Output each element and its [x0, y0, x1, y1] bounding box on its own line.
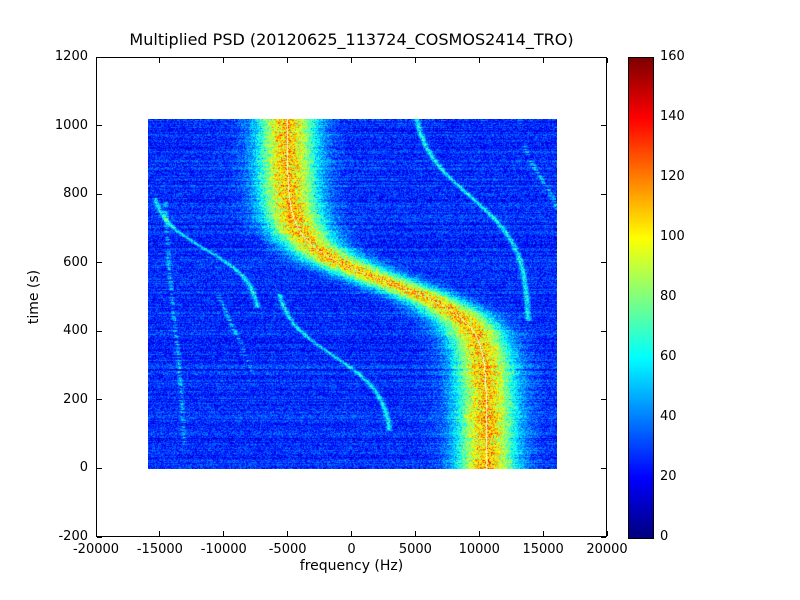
x-tickmark-bottom — [351, 531, 352, 536]
y-tickmark-left — [97, 193, 102, 195]
colorbar-tick-label: 160 — [660, 49, 685, 64]
colorbar-gradient — [629, 58, 653, 538]
colorbar-tick-label: 0 — [660, 529, 669, 544]
x-tickmark-top — [606, 58, 608, 63]
x-tick-label: -20000 — [72, 542, 120, 557]
colorbar-tick-label: 120 — [660, 169, 685, 184]
x-tickmark-bottom — [287, 531, 289, 536]
y-tickmark-right — [601, 536, 606, 538]
x-tick-label: -5000 — [268, 542, 307, 557]
y-tick-label: -200 — [58, 529, 88, 544]
x-tickmark-top — [351, 58, 352, 63]
y-tickmark-right — [601, 399, 606, 401]
colorbar-tick-label: 40 — [660, 409, 677, 424]
x-tickmark-bottom — [542, 531, 544, 536]
y-tickmark-right — [601, 330, 606, 332]
y-tick-label: 600 — [63, 254, 88, 270]
y-tickmark-left — [97, 536, 102, 538]
x-tickmark-top — [223, 58, 225, 63]
y-tick-label: 200 — [63, 391, 88, 407]
colorbar-tick-label: 140 — [660, 109, 685, 124]
y-tickmark-right — [601, 193, 606, 195]
y-tick-label: 400 — [63, 323, 88, 339]
colorbar-tick-label: 100 — [660, 229, 685, 244]
x-tickmark-top — [159, 58, 161, 63]
y-axis-label: time (s) — [26, 269, 42, 325]
y-tickmark-right — [601, 125, 606, 127]
x-tick-label: 5000 — [398, 542, 432, 557]
x-tickmark-bottom — [223, 531, 225, 536]
x-tickmark-bottom — [606, 531, 608, 536]
y-tickmark-left — [97, 262, 102, 264]
x-tick-label: 0 — [347, 542, 356, 557]
colorbar-tick-label: 60 — [660, 349, 677, 364]
plot-title: Multiplied PSD (20120625_113724_COSMOS24… — [129, 30, 574, 49]
y-tickmark-right — [601, 56, 606, 58]
x-tick-label: -10000 — [200, 542, 247, 557]
y-tickmark-right — [601, 467, 606, 469]
colorbar-tick-label: 20 — [660, 469, 677, 484]
y-tickmark-left — [97, 399, 102, 401]
x-tick-label: -15000 — [136, 542, 183, 557]
plot-area — [96, 57, 607, 537]
x-tickmark-bottom — [478, 531, 480, 536]
x-tickmark-bottom — [95, 531, 97, 536]
psd-heatmap-image — [148, 119, 557, 469]
x-tickmark-bottom — [159, 531, 161, 536]
y-tick-label: 800 — [63, 186, 88, 202]
y-tickmark-right — [601, 262, 606, 264]
x-tick-label: 20000 — [586, 542, 628, 557]
colorbar — [628, 57, 654, 539]
colorbar-tick-label: 80 — [660, 289, 677, 304]
x-tickmark-top — [542, 58, 544, 63]
x-tickmark-top — [95, 58, 97, 63]
x-tick-label: 10000 — [458, 542, 500, 557]
x-tickmark-bottom — [414, 531, 416, 536]
y-tickmark-left — [97, 125, 102, 127]
y-tick-label: 0 — [79, 460, 88, 476]
y-tickmark-left — [97, 467, 102, 469]
y-tickmark-left — [97, 330, 102, 332]
x-axis-label: frequency (Hz) — [299, 558, 404, 574]
x-tickmark-top — [478, 58, 480, 63]
y-tick-label: 1200 — [54, 49, 88, 64]
x-tick-label: 15000 — [522, 542, 564, 557]
y-tickmark-left — [97, 56, 102, 58]
x-tickmark-top — [414, 58, 416, 63]
x-tickmark-top — [287, 58, 289, 63]
y-tick-label: 1000 — [54, 117, 88, 133]
